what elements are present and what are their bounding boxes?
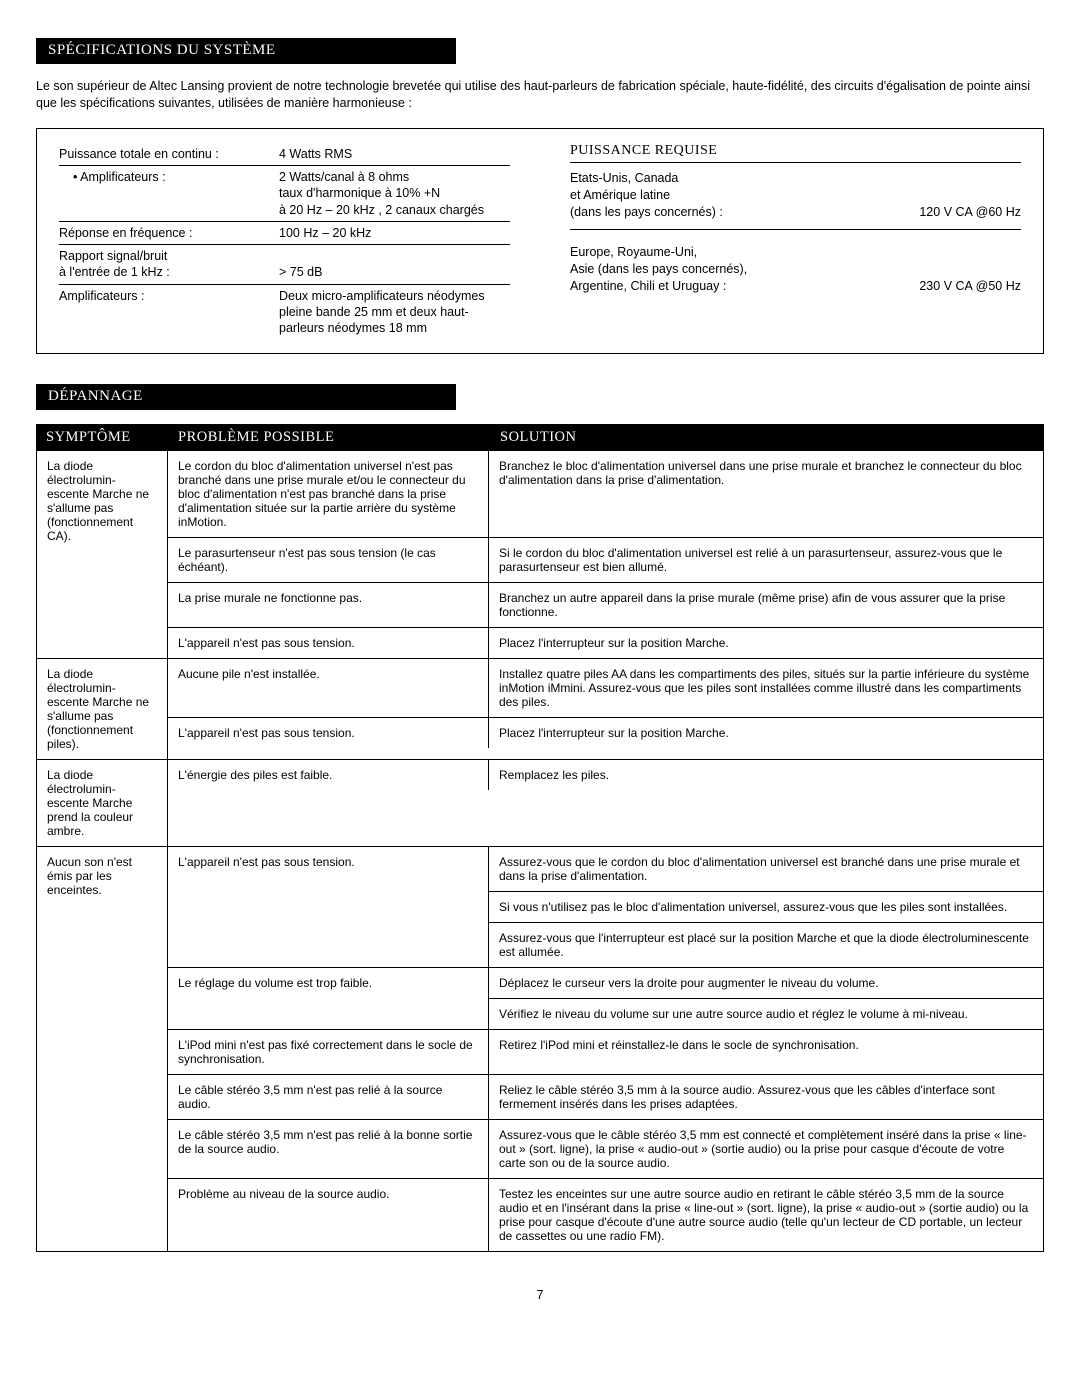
- ts-group: La diode électrolumin-escente Marche pre…: [37, 759, 1043, 846]
- ts-symptom: La diode électrolumin-escente Marche pre…: [37, 760, 168, 846]
- ts-problem-cell: Le câble stéréo 3,5 mm n'est pas relié à…: [168, 1120, 489, 1178]
- spec-freq-value: 100 Hz – 20 kHz: [279, 225, 510, 241]
- ts-solution-cell: Assurez-vous que le câble stéréo 3,5 mm …: [489, 1120, 1043, 1178]
- ts-solution-cell: Reliez le câble stéréo 3,5 mm à la sourc…: [489, 1075, 1043, 1119]
- ts-problem-cell: Le réglage du volume est trop faible.: [168, 968, 489, 1029]
- ts-symptom: La diode électrolumin-escente Marche ne …: [37, 659, 168, 759]
- ts-problem-cell: L'iPod mini n'est pas fixé correctement …: [168, 1030, 489, 1074]
- ts-solution-cell: Vérifiez le niveau du volume sur une aut…: [489, 998, 1043, 1029]
- th-symptom: SYMPTÔME: [36, 424, 168, 451]
- ts-solution-cell: Remplacez les piles.: [489, 760, 1043, 790]
- ts-solution-cell: Retirez l'iPod mini et réinstallez-le da…: [489, 1030, 1043, 1060]
- spec-snr-value: > 75 dB: [279, 264, 510, 280]
- ts-problem-cell: Le cordon du bloc d'alimentation univers…: [168, 451, 489, 537]
- spec-total-power-value: 4 Watts RMS: [279, 146, 510, 162]
- ts-problem-cell: Le parasurtenseur n'est pas sous tension…: [168, 538, 489, 582]
- power-required-header: PUISSANCE REQUISE: [570, 143, 1021, 163]
- ts-problem-cell: La prise murale ne fonctionne pas.: [168, 583, 489, 627]
- ts-solution-cell: Testez les enceintes sur une autre sourc…: [489, 1179, 1043, 1251]
- power-region-1: Etats-Unis, Canada et Amérique latine (d…: [570, 170, 881, 221]
- intro-text: Le son supérieur de Altec Lansing provie…: [36, 78, 1044, 112]
- page-number: 7: [36, 1288, 1044, 1302]
- troubleshoot-header-row: SYMPTÔME PROBLÈME POSSIBLE SOLUTION: [36, 424, 1044, 451]
- spec-freq-label: Réponse en fréquence :: [59, 225, 279, 241]
- power-region-2: Europe, Royaume-Uni, Asie (dans les pays…: [570, 244, 881, 295]
- ts-problem-cell: Problème au niveau de la source audio.: [168, 1179, 489, 1251]
- ts-solution-cell: Déplacez le curseur vers la droite pour …: [489, 968, 1043, 998]
- ts-solution-cell: Branchez un autre appareil dans la prise…: [489, 583, 1043, 627]
- ts-problem-cell: L'appareil n'est pas sous tension.: [168, 718, 489, 748]
- ts-solution-cell: Assurez-vous que l'interrupteur est plac…: [489, 922, 1043, 967]
- specs-box: Puissance totale en continu : 4 Watts RM…: [36, 128, 1044, 355]
- ts-problem-cell: L'appareil n'est pas sous tension.: [168, 628, 489, 658]
- spec-drivers-value: Deux micro-amplificateurs néodymes plein…: [279, 288, 510, 337]
- ts-solution-cell: Placez l'interrupteur sur la position Ma…: [489, 718, 1043, 748]
- spec-drivers-label: Amplificateurs :: [59, 288, 279, 337]
- section-header-specs: SPÉCIFICATIONS DU SYSTÈME: [36, 38, 456, 64]
- th-solution: SOLUTION: [490, 424, 1044, 451]
- th-problem: PROBLÈME POSSIBLE: [168, 424, 490, 451]
- ts-group: Aucun son n'est émis par les enceintes.L…: [37, 846, 1043, 1251]
- power-value-2: 230 V CA @50 Hz: [881, 278, 1021, 295]
- spec-total-power-label: Puissance totale en continu :: [59, 146, 279, 162]
- ts-group: La diode électrolumin-escente Marche ne …: [37, 451, 1043, 658]
- spec-amps-sub-value: 2 Watts/canal à 8 ohms taux d'harmonique…: [279, 169, 510, 218]
- specs-left-column: Puissance totale en continu : 4 Watts RM…: [59, 143, 510, 340]
- ts-solution-cell: Si le cordon du bloc d'alimentation univ…: [489, 538, 1043, 582]
- ts-symptom: La diode électrolumin-escente Marche ne …: [37, 451, 168, 658]
- section-header-troubleshoot: DÉPANNAGE: [36, 384, 456, 410]
- ts-symptom: Aucun son n'est émis par les enceintes.: [37, 847, 168, 1251]
- specs-right-column: PUISSANCE REQUISE Etats-Unis, Canada et …: [570, 143, 1021, 340]
- ts-solution-cell: Si vous n'utilisez pas le bloc d'aliment…: [489, 891, 1043, 922]
- spec-snr-label: Rapport signal/bruit à l'entrée de 1 kHz…: [59, 248, 279, 281]
- power-value-1: 120 V CA @60 Hz: [881, 204, 1021, 221]
- ts-solution-cell: Installez quatre piles AA dans les compa…: [489, 659, 1043, 717]
- ts-problem-cell: Le câble stéréo 3,5 mm n'est pas relié à…: [168, 1075, 489, 1119]
- ts-problem-cell: L'appareil n'est pas sous tension.: [168, 847, 489, 967]
- ts-group: La diode électrolumin-escente Marche ne …: [37, 658, 1043, 759]
- ts-solution-cell: Placez l'interrupteur sur la position Ma…: [489, 628, 1043, 658]
- troubleshoot-body: La diode électrolumin-escente Marche ne …: [36, 451, 1044, 1252]
- ts-problem-cell: Aucune pile n'est installée.: [168, 659, 489, 717]
- spec-amps-sub-label: • Amplificateurs :: [59, 169, 279, 218]
- ts-solution-cell: Branchez le bloc d'alimentation universe…: [489, 451, 1043, 495]
- ts-solution-cell: Assurez-vous que le cordon du bloc d'ali…: [489, 847, 1043, 891]
- ts-problem-cell: L'énergie des piles est faible.: [168, 760, 489, 790]
